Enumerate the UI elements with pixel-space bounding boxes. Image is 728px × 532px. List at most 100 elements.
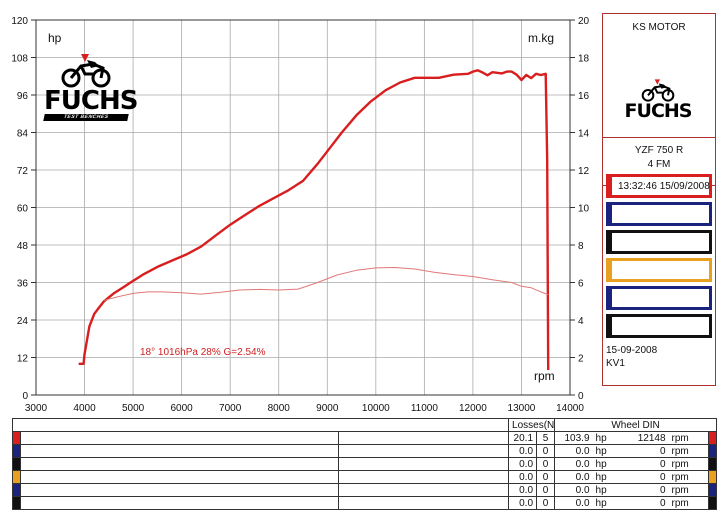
run-color-swatch — [12, 431, 21, 445]
panel-logo-wordmark: FUCHS — [624, 100, 693, 122]
power-value: 0.0 — [554, 470, 593, 484]
run-note-cell — [337, 496, 510, 510]
motorcycle-icon — [641, 79, 675, 102]
table-row: 0.0 0 0.0 hp 0 rpm — [12, 457, 718, 471]
losses-count: 5 — [536, 431, 556, 445]
y-axis-unit-right: m.kg — [528, 31, 554, 45]
power-unit: hp — [592, 483, 617, 497]
y-tick-label-left: 60 — [17, 204, 29, 215]
x-tick-label: 5000 — [122, 403, 145, 414]
run-color-swatch — [12, 470, 21, 484]
losses-value: 0.0 — [508, 470, 538, 484]
test-date: 15-09-2008 — [606, 345, 658, 356]
y-tick-label-left: 36 — [17, 279, 29, 290]
info-footer: 15-09-2008 KV1 — [606, 344, 657, 370]
y-tick-label-right: 18 — [578, 54, 590, 65]
fuchs-logo: FUCHS TEST BENCHES — [43, 52, 138, 121]
losses-value: 0.0 — [508, 483, 538, 497]
power-unit: hp — [592, 444, 617, 458]
axis-ticks: 3000 4000 5000 6000 7000 8000 9000 10000 11000 12… — [11, 16, 589, 414]
run-slot-1-label: 13:32:46 15/09/2008 — [618, 181, 710, 192]
table-row: 0.0 0 0.0 hp 0 rpm — [12, 444, 718, 458]
y-tick-label-left: 120 — [11, 16, 28, 27]
run-slot-6 — [606, 314, 712, 338]
y-tick-label-left: 0 — [22, 391, 28, 402]
run-name-cell — [20, 431, 339, 445]
losses-count: 0 — [536, 470, 556, 484]
y-tick-label-right: 20 — [578, 16, 590, 27]
power-unit: hp — [592, 496, 617, 510]
power-value: 0.0 — [554, 457, 593, 471]
gear-label: 4 FM — [647, 159, 671, 170]
power-unit: hp — [592, 457, 617, 471]
rpm-value: 0 — [616, 444, 669, 458]
losses-value: 0.0 — [508, 457, 538, 471]
y-tick-label-left: 96 — [17, 91, 29, 102]
run-slot-4 — [606, 258, 712, 282]
run-note-cell — [337, 457, 510, 471]
run-color-swatch — [12, 457, 21, 471]
x-tick-label: 9000 — [316, 403, 339, 414]
wheel-din-header: Wheel DIN — [554, 418, 718, 432]
rpm-value: 0 — [616, 457, 669, 471]
losses-count: 0 — [536, 444, 556, 458]
x-tick-label: 7000 — [219, 403, 242, 414]
run-slot-3 — [606, 230, 712, 254]
run-color-swatch-right — [708, 444, 718, 458]
results-table: Losses(N.m) Wheel DIN 20.15103.9hp12148r… — [11, 418, 718, 510]
run-note-cell — [337, 431, 510, 445]
test-code: KV1 — [606, 358, 625, 369]
x-tick-label: 13000 — [508, 403, 536, 414]
y-tick-label-right: 14 — [578, 129, 590, 140]
run-color-swatch-right — [708, 431, 718, 445]
rpm-unit: rpm — [668, 444, 709, 458]
table-row: 20.1 5 103.9 hp 12148 rpm — [12, 431, 718, 445]
run-slot-1: 13:32:46 15/09/2008 — [606, 174, 712, 198]
x-tick-label: 10000 — [362, 403, 390, 414]
run-slot-2 — [606, 202, 712, 226]
y-tick-label-left: 24 — [17, 316, 29, 327]
power-curve — [78, 69, 550, 371]
x-tick-label: 4000 — [73, 403, 96, 414]
y-tick-label-left: 12 — [17, 354, 29, 365]
dyno-chart: 3000 4000 5000 6000 7000 8000 9000 10000 11000 12… — [11, 16, 589, 414]
company-name: KS MOTOR — [632, 22, 686, 33]
y-tick-label-left: 48 — [17, 241, 29, 252]
run-name-cell — [20, 457, 339, 471]
run-color-swatch — [12, 483, 21, 497]
rpm-value: 0 — [616, 496, 669, 510]
run-color-swatch-right — [708, 470, 718, 484]
x-axis-unit: rpm — [534, 369, 555, 383]
losses-value: 0.0 — [508, 496, 538, 510]
run-name-cell — [20, 483, 339, 497]
x-tick-label: 11000 — [411, 403, 439, 414]
x-tick-label: 8000 — [268, 403, 291, 414]
company-cell: KS MOTOR FUCHS — [603, 14, 715, 138]
rpm-value: 0 — [616, 483, 669, 497]
x-tick-label: 6000 — [171, 403, 194, 414]
y-tick-label-right: 0 — [578, 391, 584, 402]
info-panel: KS MOTOR FUCHS YZF 750 R 4 FM 13:32:46 1… — [602, 13, 716, 386]
power-unit: hp — [592, 431, 617, 445]
plot-frame — [35, 19, 571, 396]
run-color-swatch — [12, 444, 21, 458]
y-axis-unit-left: hp — [48, 31, 62, 45]
run-name-cell — [20, 470, 339, 484]
conditions-annotation: 18° 1016hPa 28% G=2.54% — [140, 347, 266, 358]
x-tick-label: 12000 — [459, 403, 487, 414]
panel-logo: FUCHS — [619, 78, 697, 121]
rpm-unit: rpm — [668, 496, 709, 510]
losses-value: 20.1 — [508, 431, 538, 445]
rpm-unit: rpm — [668, 470, 709, 484]
run-name-cell — [20, 496, 339, 510]
power-value: 0.0 — [554, 496, 593, 510]
run-note-cell — [337, 470, 510, 484]
table-row: 0.0 0 0.0 hp 0 rpm — [12, 470, 718, 484]
rpm-unit: rpm — [668, 483, 709, 497]
losses-count: 0 — [536, 483, 556, 497]
x-tick-label: 14000 — [556, 403, 584, 414]
losses-count: 0 — [536, 496, 556, 510]
y-tick-label-right: 6 — [578, 279, 584, 290]
run-color-swatch-right — [708, 496, 718, 510]
run-note-cell — [337, 444, 510, 458]
